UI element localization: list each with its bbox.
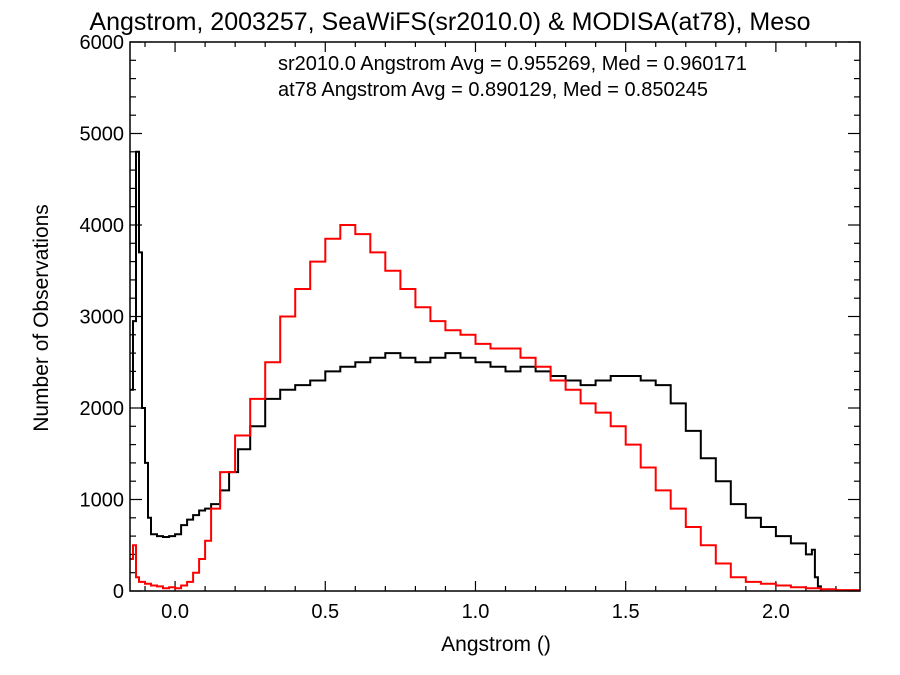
x-tick-label: 0.5 bbox=[311, 601, 339, 623]
x-tick-label: 1.5 bbox=[612, 601, 640, 623]
y-tick-label: 1000 bbox=[80, 490, 125, 512]
y-tick-label: 6000 bbox=[80, 32, 125, 54]
y-tick-label: 2000 bbox=[80, 398, 125, 420]
x-tick-label: 0.0 bbox=[161, 601, 189, 623]
y-tick-label: 5000 bbox=[80, 124, 125, 146]
x-tick-label: 1.0 bbox=[462, 601, 490, 623]
chart-title: Angstrom, 2003257, SeaWiFS(sr2010.0) & M… bbox=[89, 8, 810, 36]
y-tick-label: 4000 bbox=[80, 215, 125, 237]
y-axis-label: Number of Observations bbox=[30, 204, 53, 432]
x-axis-label: Angstrom () bbox=[441, 633, 551, 656]
annotation-sr2010: sr2010.0 Angstrom Avg = 0.955269, Med = … bbox=[278, 53, 747, 75]
plot-frame bbox=[129, 41, 861, 592]
series-line-0 bbox=[130, 150, 822, 591]
axis-ticks: 0.0 0.5 1.0 1.5 2.0 0 1000 2000 3000 4000 5000 6000 bbox=[80, 32, 860, 623]
series-layer bbox=[130, 150, 860, 592]
y-tick-label: 3000 bbox=[80, 307, 125, 329]
annotation-at78: at78 Angstrom Avg = 0.890129, Med = 0.85… bbox=[278, 79, 708, 101]
x-tick-label: 2.0 bbox=[762, 601, 790, 623]
y-tick-label: 0 bbox=[113, 581, 124, 603]
series-line-1 bbox=[130, 224, 860, 592]
